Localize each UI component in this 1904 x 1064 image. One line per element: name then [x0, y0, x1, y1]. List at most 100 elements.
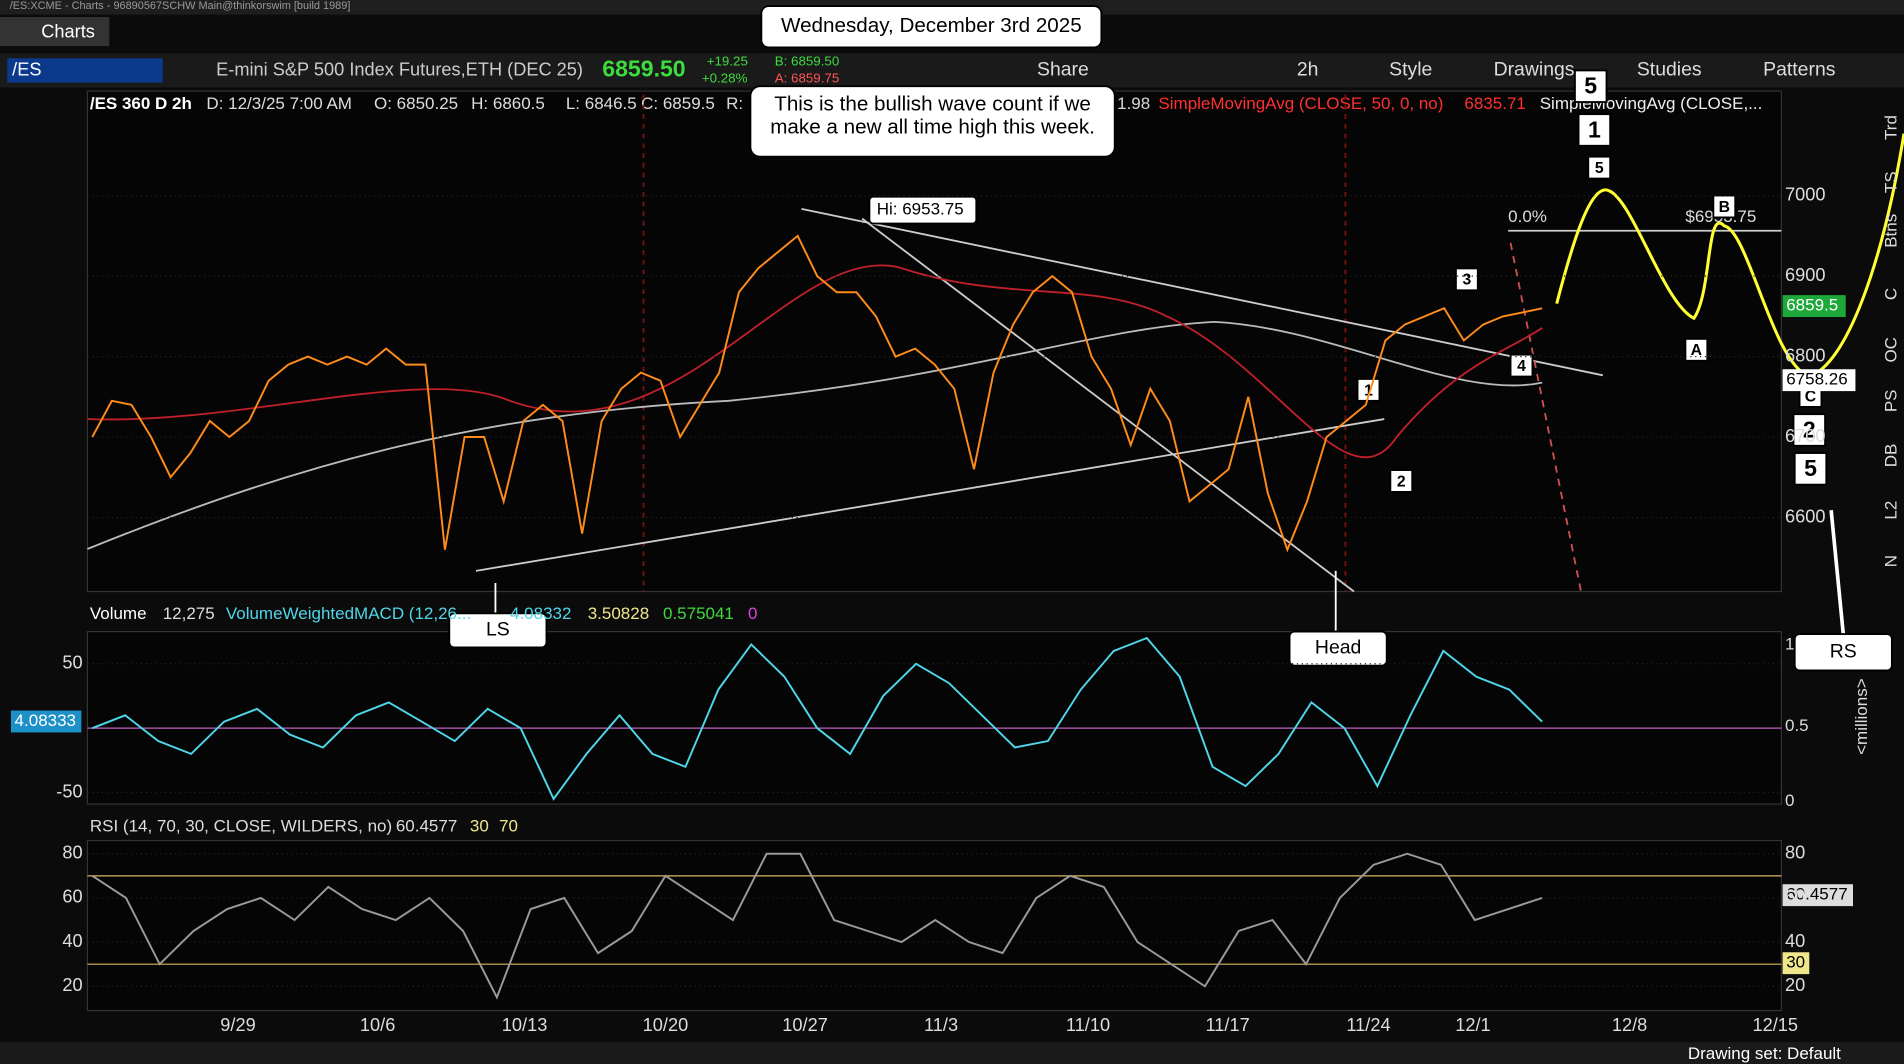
ohlc: C: 6859.5	[641, 94, 715, 113]
sidebar-item: Btns	[1881, 214, 1900, 248]
last-tag: 6859.5	[1786, 296, 1838, 315]
description: E-mini S&P 500 Index Futures,ETH (DEC 25…	[216, 59, 583, 79]
button[interactable]: Share	[1037, 59, 1089, 81]
wave-label: 2	[1397, 473, 1406, 490]
note-box	[749, 85, 1116, 158]
callout	[1793, 633, 1893, 672]
x-tick-label: 12/1	[1455, 1015, 1490, 1035]
x-tick-label: 10/6	[360, 1015, 395, 1035]
wave-label: A	[1691, 342, 1702, 359]
y-tick-label: 40	[62, 931, 82, 951]
value-tag	[1782, 884, 1853, 907]
x-tick-label: 11/10	[1066, 1015, 1110, 1035]
x-tick-label: 9/29	[220, 1015, 255, 1035]
macd-panel	[86, 630, 1782, 805]
tab-label[interactable]: Charts	[41, 22, 95, 42]
wave-label: 1	[1588, 116, 1601, 142]
wave-box	[1574, 69, 1608, 103]
button[interactable]: 2h	[1297, 59, 1319, 81]
wave-label: 4	[1517, 358, 1526, 375]
price-tag	[1782, 295, 1846, 318]
sidebar-item: Trd	[1881, 115, 1900, 140]
button[interactable]: Studies	[1637, 59, 1702, 81]
y-tick-label: 80	[62, 843, 82, 863]
rsi-tag: 30	[1786, 953, 1805, 972]
x-tick-label: 10/27	[782, 1015, 828, 1035]
sidebar-item: C	[1881, 288, 1900, 300]
symbol-box[interactable]	[7, 58, 163, 83]
symbol[interactable]: /ES	[12, 59, 41, 79]
note-wrap: This is the bullish wave count if we mak…	[770, 92, 1095, 138]
study: SimpleMovingAvg (CLOSE, 50, 0, no)	[1158, 94, 1443, 113]
rsi-value: 60.4577	[396, 817, 457, 836]
price-panel	[86, 90, 1782, 593]
ohlc: H: 6860.5	[471, 94, 545, 113]
callout	[448, 612, 548, 649]
wave-label: B	[1719, 199, 1730, 216]
chart-name: /ES 360 D 2h	[90, 94, 192, 113]
sidebar-item: OC	[1881, 337, 1900, 363]
projection	[1555, 133, 1904, 379]
x-tick-label: 11/24	[1346, 1015, 1390, 1035]
fib-label: 0.0%	[1508, 207, 1547, 226]
date: Wednesday, December 3rd 2025	[781, 14, 1082, 37]
moving-average	[87, 320, 1543, 550]
status-bar	[0, 1042, 1904, 1064]
y-tick-label: -50	[56, 781, 82, 801]
series-line	[91, 852, 1543, 1000]
button[interactable]: Style	[1389, 59, 1432, 81]
trendline	[861, 217, 1355, 593]
y-tick-label: 6800	[1785, 345, 1825, 365]
wave-label: 5	[1804, 455, 1817, 481]
last-price: 6859.50	[602, 56, 685, 82]
y-tick-label: 50	[62, 653, 82, 673]
y-tick-label: 20	[62, 975, 82, 995]
y-tick-label: 80	[1785, 843, 1805, 863]
ohlc: R:	[726, 94, 743, 113]
volume-header: Volume	[90, 604, 147, 623]
head-label: Head	[1315, 637, 1361, 659]
study: SimpleMovingAvg (CLOSE,...	[1540, 94, 1763, 113]
x-tick-label: 10/13	[502, 1015, 548, 1035]
volume-value: 12,275	[163, 604, 215, 623]
y-tick-label: 6700	[1785, 426, 1825, 446]
macd-value: 3.50828	[588, 604, 649, 623]
label-box	[868, 195, 978, 225]
wave-label: 5	[1595, 160, 1604, 177]
right-tick: 0.5	[1785, 716, 1809, 735]
y-tick-label: 6900	[1785, 265, 1825, 285]
wave-box	[1389, 469, 1414, 493]
study-value: 6835.71	[1464, 94, 1525, 113]
x-tick-label: 11/3	[924, 1015, 958, 1035]
y-tick-label: 60	[1785, 887, 1805, 907]
sidebar: Trd TS Btns C OC PS DB L2 N	[1881, 115, 1900, 567]
callout-pointer	[1829, 509, 1846, 635]
tab[interactable]	[0, 17, 110, 47]
ohlc: D: 12/3/25 7:00 AM	[206, 94, 352, 113]
change-pct: +0.28%	[702, 70, 748, 85]
rsi-panel	[86, 839, 1782, 1012]
price-tag	[1782, 369, 1856, 392]
drawings	[87, 94, 1904, 635]
rsi-level: 30	[470, 817, 489, 836]
ask: A: 6859.75	[775, 70, 840, 85]
ohlc: L: 6846.5	[566, 94, 637, 113]
button[interactable]: Drawings	[1494, 59, 1575, 81]
x-tick-label: 12/15	[1753, 1015, 1799, 1035]
sidebar-item: PS	[1881, 389, 1900, 412]
sidebar-item: L2	[1881, 501, 1900, 520]
button[interactable]: Patterns	[1763, 59, 1836, 81]
rs-label: RS	[1830, 640, 1857, 662]
y-tick-label: 6600	[1785, 506, 1825, 526]
wave-box	[1684, 337, 1709, 362]
rsi-tag: 60.4577	[1786, 885, 1847, 904]
wave-box	[1509, 353, 1534, 378]
wave-box	[1356, 378, 1381, 402]
y-tick-label: 20	[1785, 975, 1805, 995]
high-label: Hi: 6953.75	[877, 200, 964, 219]
moving-average	[87, 264, 1543, 459]
sidebar-item: TS	[1881, 171, 1900, 193]
bid: B: 6859.50	[775, 53, 840, 68]
status: Drawing set: Default	[1688, 1044, 1841, 1063]
